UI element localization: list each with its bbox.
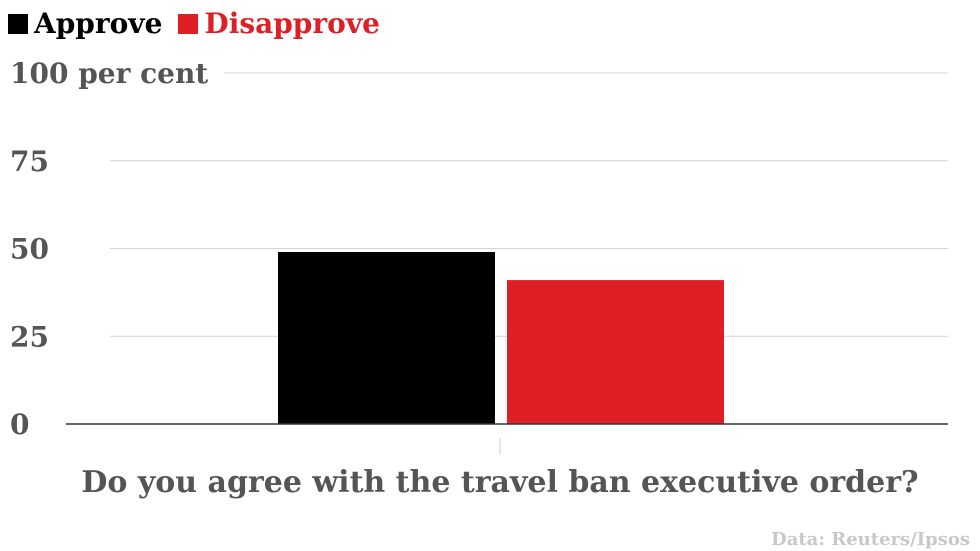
x-axis-label: Do you agree with the travel ban executi… bbox=[81, 465, 918, 500]
bar-disapprove bbox=[507, 280, 724, 424]
legend-swatch-approve bbox=[8, 14, 28, 34]
y-tick-label: 75 bbox=[10, 145, 49, 178]
bars bbox=[278, 252, 724, 424]
legend-label-disapprove: Disapprove bbox=[204, 7, 380, 40]
y-tick-label: 100 per cent bbox=[10, 57, 208, 90]
y-tick-label: 25 bbox=[10, 320, 49, 353]
legend: Approve Disapprove bbox=[8, 4, 380, 44]
y-tick-label: 50 bbox=[10, 233, 49, 266]
source-note: Data: Reuters/Ipsos bbox=[771, 529, 970, 550]
legend-item-disapprove: Disapprove bbox=[178, 4, 380, 44]
y-axis-ticks: 0 25 50 75 100 per cent bbox=[10, 57, 208, 441]
legend-label-approve: Approve bbox=[34, 7, 163, 40]
y-tick-label: 0 bbox=[10, 408, 29, 441]
legend-swatch-disapprove bbox=[178, 14, 199, 34]
bar-approve bbox=[278, 252, 495, 424]
legend-item-approve: Approve bbox=[8, 4, 162, 44]
